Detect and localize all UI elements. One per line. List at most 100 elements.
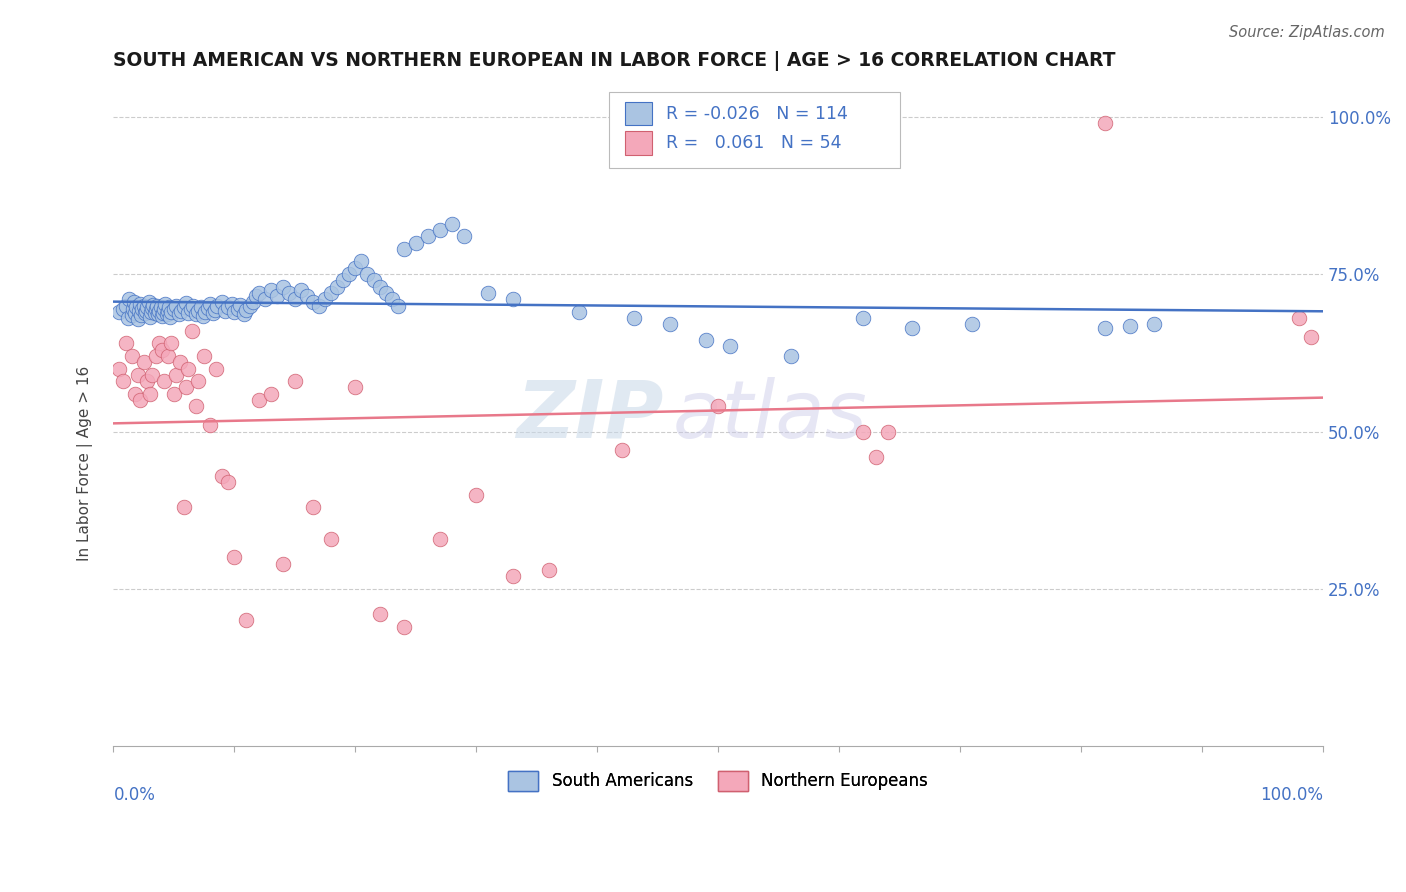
Point (224, 550, 246, 565)
Point (284, 292, 307, 306)
Point (112, 374, 135, 388)
Point (156, 303, 179, 318)
Point (112, 301, 135, 316)
Point (169, 355, 191, 369)
Point (205, 361, 228, 376)
Point (363, 273, 385, 287)
Point (221, 296, 243, 310)
Point (207, 299, 229, 313)
Point (876, 425, 898, 439)
Point (187, 374, 209, 388)
Point (537, 563, 560, 577)
Point (441, 217, 464, 231)
Point (136, 374, 159, 388)
Point (157, 300, 180, 314)
Point (174, 380, 197, 394)
Point (392, 620, 415, 634)
Point (260, 386, 283, 401)
Point (224, 305, 246, 319)
Point (177, 361, 200, 376)
Point (465, 487, 488, 501)
Point (148, 336, 170, 351)
Point (159, 310, 181, 324)
Point (146, 299, 169, 313)
Point (695, 333, 717, 347)
Point (163, 386, 186, 401)
Point (124, 306, 146, 320)
Point (150, 343, 173, 357)
Point (165, 299, 187, 313)
Point (155, 297, 177, 311)
Point (852, 311, 875, 326)
Point (901, 320, 924, 334)
Point (173, 500, 195, 514)
Point (134, 306, 156, 320)
Point (135, 303, 157, 318)
Point (148, 303, 170, 318)
Point (865, 450, 887, 464)
Point (142, 298, 165, 312)
Point (114, 299, 136, 313)
Point (707, 400, 730, 414)
Point (332, 273, 354, 287)
Point (290, 283, 312, 297)
Point (194, 305, 217, 319)
Point (125, 300, 148, 314)
Point (718, 339, 741, 353)
Point (136, 300, 159, 314)
Point (308, 299, 330, 313)
Point (245, 289, 267, 303)
Point (138, 386, 160, 401)
Point (321, 532, 343, 546)
Point (226, 301, 249, 316)
Point (122, 295, 145, 310)
Point (217, 301, 239, 315)
Point (321, 285, 343, 300)
Point (128, 303, 150, 318)
Point (138, 310, 160, 324)
Point (217, 475, 239, 489)
Text: ZIP: ZIP (516, 376, 664, 455)
Point (132, 299, 155, 313)
Point (129, 308, 152, 322)
Point (163, 301, 186, 316)
Point (127, 312, 149, 326)
Point (187, 303, 209, 318)
Point (387, 299, 409, 313)
Point (779, 349, 801, 363)
Point (160, 305, 183, 319)
Point (108, 361, 131, 376)
Point (167, 307, 190, 321)
Text: R = -0.026   N = 114: R = -0.026 N = 114 (666, 104, 848, 122)
Point (1094, 116, 1116, 130)
Point (197, 301, 219, 315)
Point (277, 285, 299, 300)
Point (429, 223, 451, 237)
Text: SOUTH AMERICAN VS NORTHERN EUROPEAN IN LABOR FORCE | AGE > 16 CORRELATION CHART: SOUTH AMERICAN VS NORTHERN EUROPEAN IN L… (114, 51, 1116, 70)
Point (247, 392, 270, 407)
Point (170, 303, 193, 318)
Point (121, 349, 143, 363)
Point (204, 302, 226, 317)
Point (145, 302, 167, 317)
Point (141, 301, 163, 315)
Point (658, 318, 681, 332)
Point (190, 300, 212, 314)
Point (235, 302, 257, 317)
Point (184, 307, 207, 321)
Point (229, 298, 252, 312)
Point (350, 254, 373, 268)
Point (153, 301, 176, 316)
Point (129, 392, 152, 407)
Point (160, 336, 183, 351)
Point (314, 292, 336, 306)
Point (149, 300, 172, 314)
FancyBboxPatch shape (609, 92, 900, 168)
Point (153, 374, 176, 388)
Point (201, 306, 224, 320)
Point (117, 311, 139, 326)
Point (214, 304, 236, 318)
Point (235, 614, 257, 628)
Point (200, 418, 222, 433)
Point (114, 336, 136, 351)
